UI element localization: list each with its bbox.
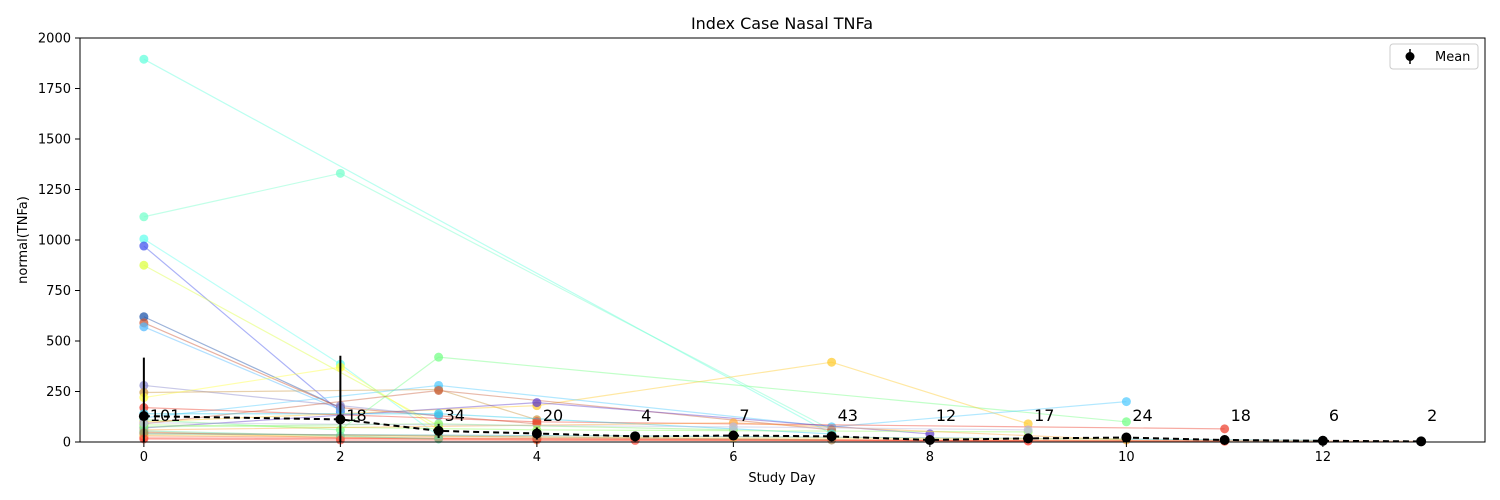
- y-tick-label-3: 750: [46, 284, 71, 299]
- plot-area-frame: [79, 37, 1486, 443]
- subject-point-12-2: [827, 357, 837, 367]
- subject-line-3: [143, 245, 341, 413]
- subject-point-14-1: [532, 417, 542, 427]
- n-label-9: 24: [1132, 406, 1152, 425]
- mean-point-4: [630, 431, 641, 442]
- x-tick-label-5: 10: [1118, 450, 1135, 465]
- subject-point-1-0: [139, 212, 149, 222]
- subject-point-0-0: [139, 54, 149, 64]
- subject-point-1-1: [335, 168, 345, 178]
- x-tick-label-6: 12: [1315, 450, 1332, 465]
- subject-point-11-2: [434, 352, 444, 362]
- subject-point-13-3: [1121, 397, 1131, 407]
- mean-point-1: [335, 414, 346, 425]
- chart-title: Index Case Nasal TNFa: [691, 14, 873, 33]
- y-tick-label-5: 1250: [38, 183, 71, 198]
- legend: Mean: [1389, 43, 1479, 70]
- y-tick-label-4: 1000: [38, 234, 71, 249]
- subject-point-21-2: [1023, 425, 1033, 435]
- mean-point-5: [728, 430, 739, 441]
- n-label-4: 4: [641, 406, 651, 425]
- y-tick-label-2: 500: [46, 335, 71, 350]
- x-tick-label-4: 8: [926, 450, 934, 465]
- y-axis-ticks: 0 250 500 750 1000 1250 1500 1750 2000: [38, 32, 80, 451]
- subject-point-11-3: [1121, 417, 1131, 427]
- n-label-12: 2: [1427, 406, 1437, 425]
- x-tick-label-3: 6: [729, 450, 737, 465]
- n-label-11: 6: [1329, 406, 1339, 425]
- subject-point-27-2: [434, 434, 444, 444]
- n-label-3: 20: [543, 406, 563, 425]
- subject-line-0: [143, 58, 832, 435]
- x-axis-ticks: 0 2 4 6 8 10 12: [140, 442, 1331, 465]
- mean-point-10: [1219, 434, 1230, 445]
- subject-line-7: [143, 326, 341, 411]
- subject-line-11: [143, 356, 1127, 431]
- mean-point-9: [1121, 432, 1132, 443]
- subject-point-3-0: [139, 241, 149, 251]
- y-tick-label-6: 1500: [38, 133, 71, 148]
- n-label-10: 18: [1231, 406, 1251, 425]
- y-tick-label-8: 2000: [38, 32, 71, 47]
- y-tick-label-7: 1750: [38, 82, 71, 97]
- subject-point-4-0: [139, 260, 149, 270]
- legend-entry-mean: Mean: [1435, 50, 1470, 65]
- y-tick-label-1: 250: [46, 385, 71, 400]
- subject-line-5: [143, 316, 341, 409]
- mean-point-6: [826, 431, 837, 442]
- x-tick-label-0: 0: [140, 450, 148, 465]
- subject-line-13: [143, 384, 1127, 428]
- n-label-8: 17: [1034, 406, 1054, 425]
- subject-point-15-1: [434, 385, 444, 395]
- subject-line-4: [143, 264, 439, 427]
- n-label-2: 34: [445, 406, 465, 425]
- subject-line-24: [143, 435, 1422, 442]
- n-label-7: 12: [936, 406, 956, 425]
- legend-mean-marker: [1405, 52, 1415, 61]
- legend-box: [1389, 43, 1479, 70]
- subject-point-16-1: [532, 398, 542, 408]
- subject-point-2-0: [139, 234, 149, 244]
- subject-point-14-2: [1220, 424, 1230, 434]
- n-label-0: 101: [150, 406, 181, 425]
- subject-point-7-0: [139, 322, 149, 332]
- n-label-layer: 101 18 34 20 4 7 43 12 17 24 18 6 2: [150, 406, 1437, 425]
- subject-point-17-1: [434, 409, 444, 419]
- subject-series-layer: [139, 54, 1426, 446]
- mean-series-layer: [138, 355, 1427, 447]
- y-axis-label: normal(TNFa): [16, 196, 31, 284]
- mean-point-11: [1317, 435, 1328, 446]
- mean-point-3: [531, 428, 542, 439]
- x-tick-label-2: 4: [533, 450, 541, 465]
- mean-point-8: [1023, 433, 1034, 444]
- subject-point-21-1: [728, 422, 738, 432]
- mean-point-12: [1416, 436, 1427, 447]
- n-label-5: 7: [739, 406, 749, 425]
- x-tick-label-1: 2: [336, 450, 344, 465]
- mean-point-2: [433, 425, 444, 436]
- x-axis-label: Study Day: [748, 471, 816, 486]
- n-label-6: 43: [838, 406, 858, 425]
- mean-point-0: [138, 411, 149, 422]
- y-tick-label-0: 0: [63, 436, 71, 451]
- n-label-1: 18: [346, 406, 366, 425]
